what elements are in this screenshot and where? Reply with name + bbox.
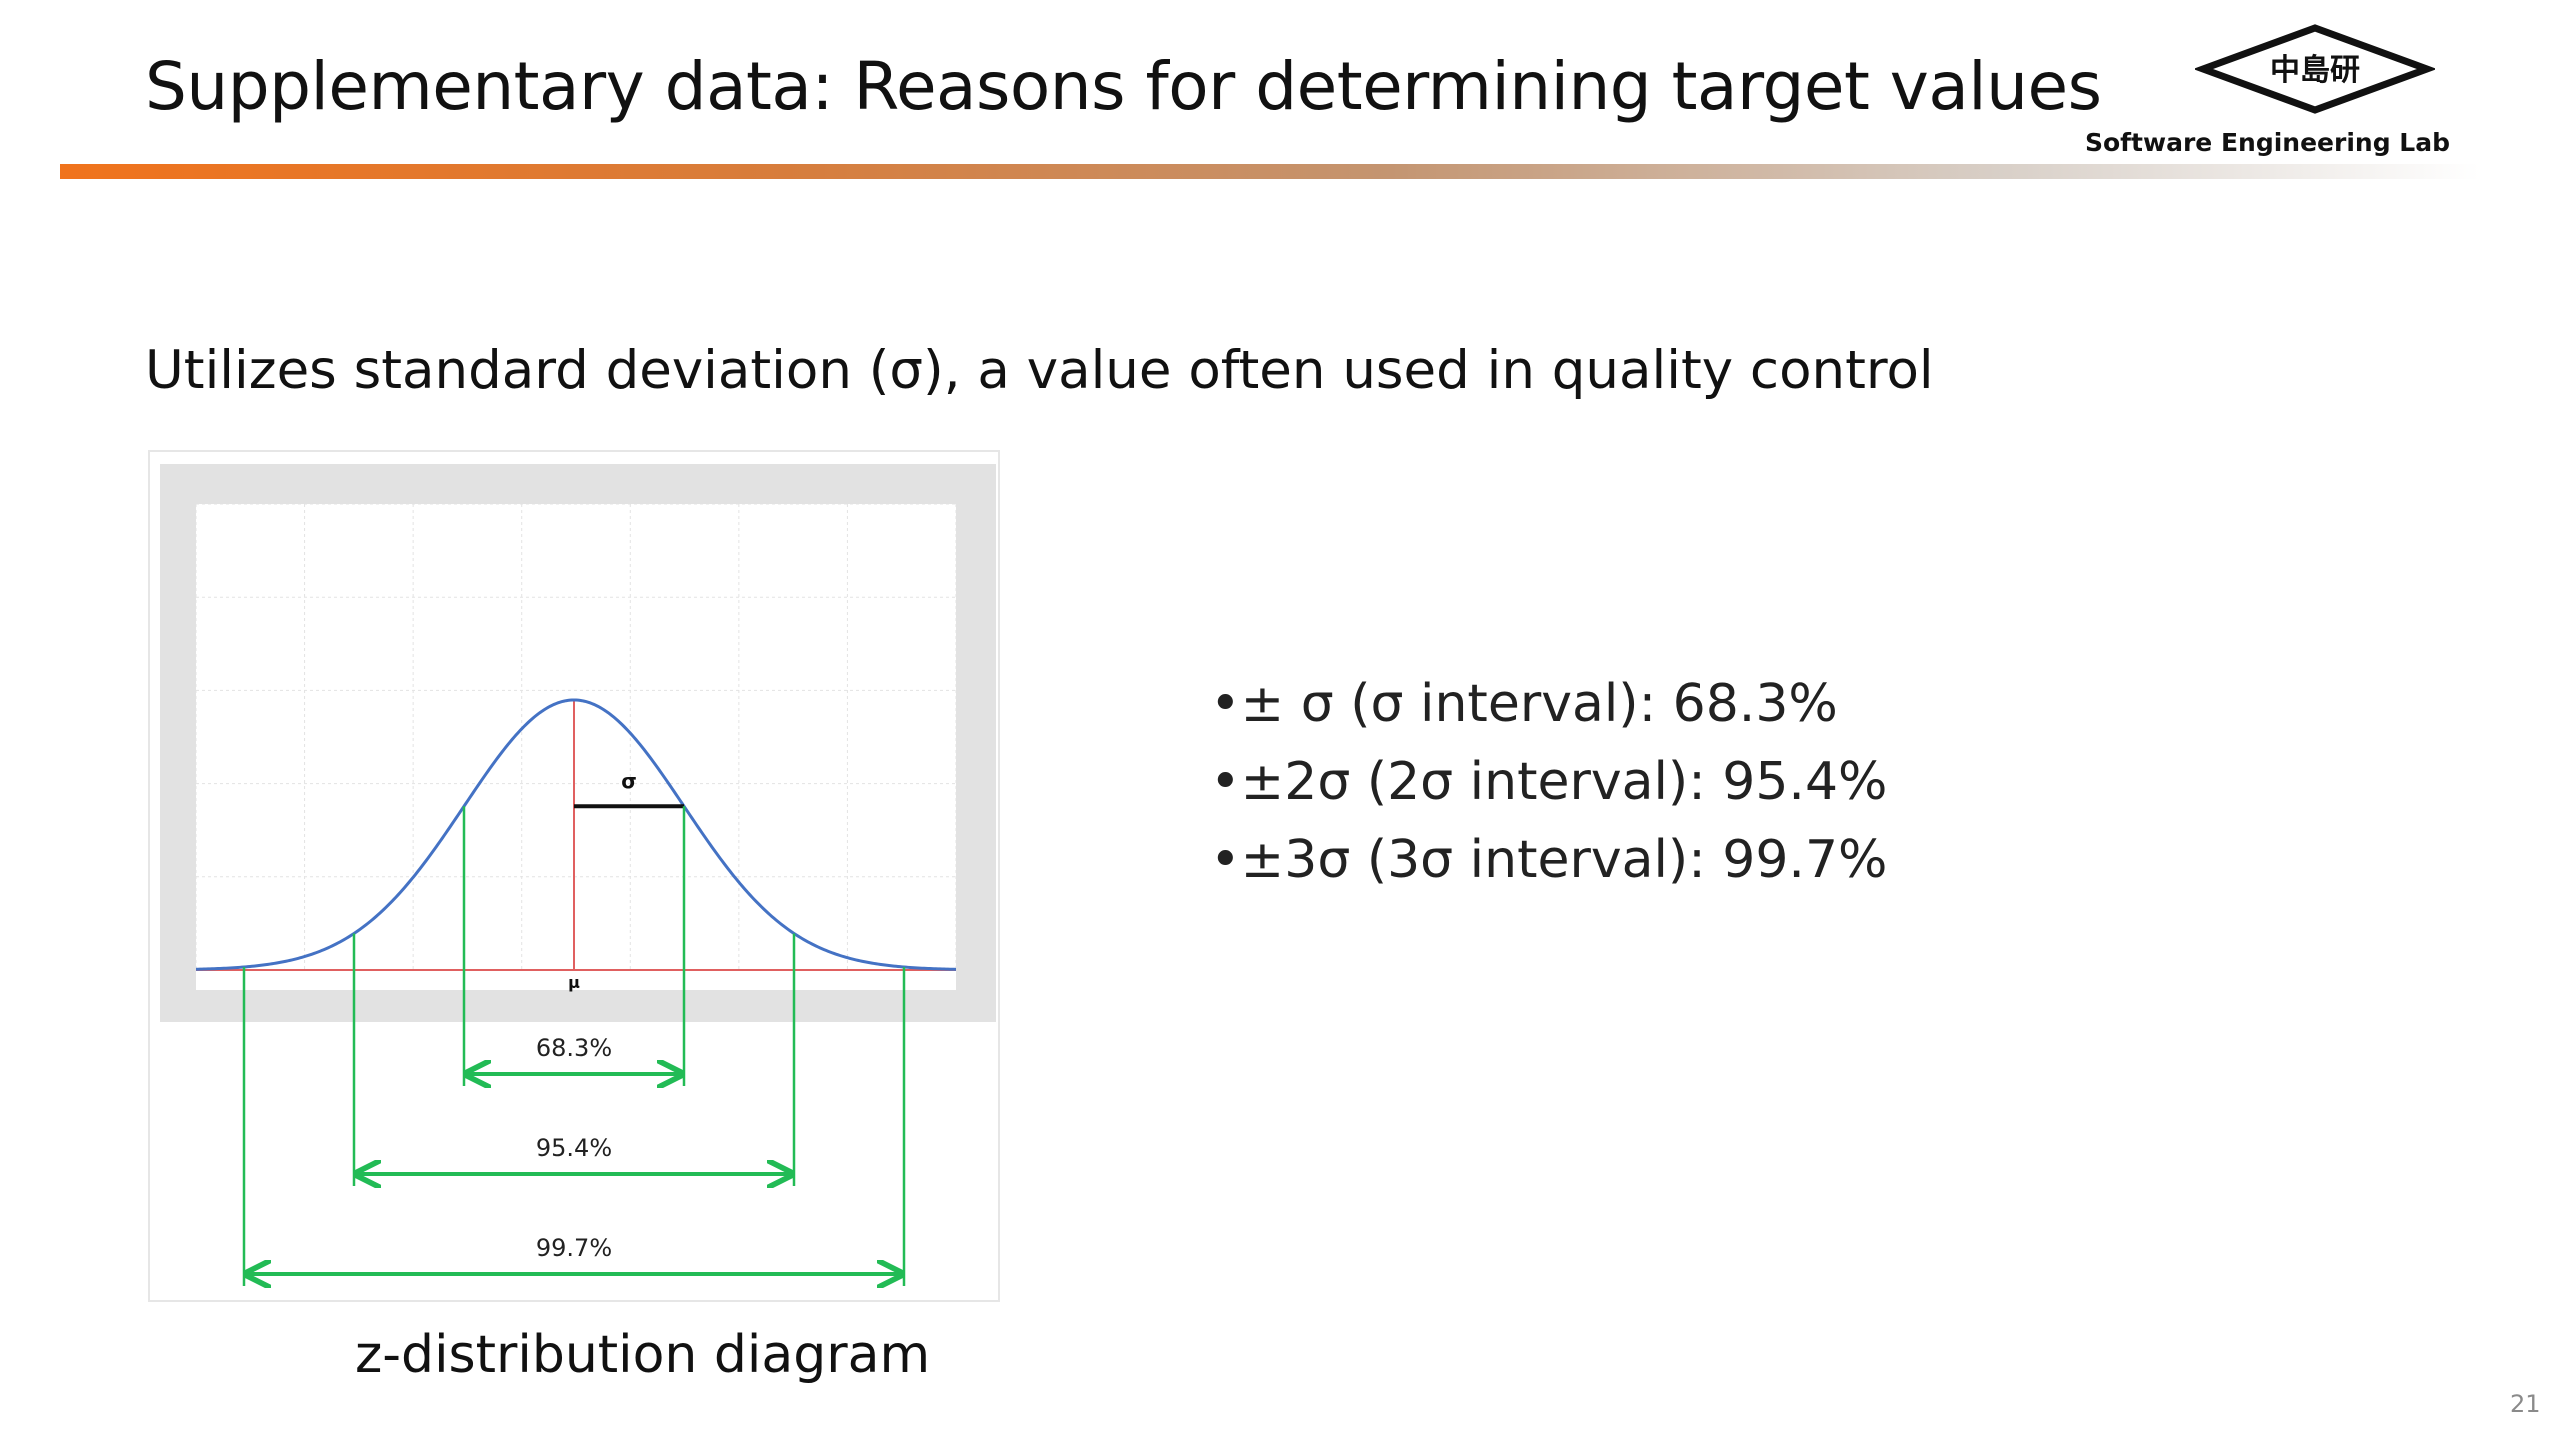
page-number: 21 bbox=[2510, 1390, 2541, 1418]
mu-label: μ bbox=[568, 973, 580, 992]
bullet-item-2sigma: •±2σ (2σ interval): 95.4% bbox=[1210, 752, 1888, 812]
interval-markers: 68.3% 95.4% 99.7% bbox=[242, 806, 906, 1286]
interval-percentage-label: 99.7% bbox=[536, 1234, 612, 1262]
title-underline-bar bbox=[60, 164, 2480, 179]
figure-caption: z-distribution diagram bbox=[355, 1325, 931, 1385]
interval-percentage-label: 68.3% bbox=[536, 1034, 612, 1062]
lab-name: Software Engineering Lab bbox=[2085, 128, 2451, 157]
subtitle: Utilizes standard deviation (σ), a value… bbox=[145, 340, 1934, 401]
z-distribution-figure: σ μ 68.3% 95.4% 99.7% bbox=[148, 450, 1000, 1302]
slide-title: Supplementary data: Reasons for determin… bbox=[145, 48, 2102, 125]
z-distribution-diagram: σ μ 68.3% 95.4% 99.7% bbox=[160, 464, 996, 1300]
bullet-list: •± σ (σ interval): 68.3% •±2σ (2σ interv… bbox=[1210, 665, 1887, 899]
bullet-item-1sigma: •± σ (σ interval): 68.3% bbox=[1210, 674, 1838, 734]
interval-percentage-label: 95.4% bbox=[536, 1134, 612, 1162]
plot-area bbox=[196, 504, 956, 990]
logo-diamond bbox=[2195, 24, 2435, 114]
lab-logo: 中島研 bbox=[2195, 24, 2435, 114]
normal-curve bbox=[195, 698, 957, 971]
logo-text: 中島研 bbox=[2270, 53, 2360, 88]
sigma-label: σ bbox=[621, 769, 637, 793]
bullet-item-3sigma: •±3σ (3σ interval): 99.7% bbox=[1210, 830, 1888, 890]
